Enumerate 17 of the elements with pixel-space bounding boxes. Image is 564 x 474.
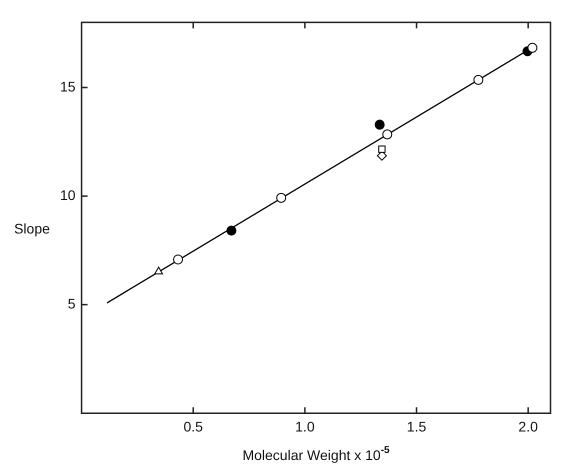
y-tick-label: 15 <box>60 78 76 94</box>
point <box>173 254 184 264</box>
point <box>276 192 286 203</box>
point <box>374 120 385 130</box>
y-tick-label: 10 <box>60 186 76 203</box>
y-axis-title: Slope <box>14 220 50 237</box>
x-tick-label: 2.0 <box>518 418 538 434</box>
point <box>154 266 164 274</box>
point <box>382 129 392 140</box>
point <box>527 42 538 53</box>
x-tick-label: 1.0 <box>295 418 315 434</box>
x-tick-label: 0.5 <box>183 418 204 434</box>
y-tick-label: 5 <box>68 296 76 312</box>
point <box>473 74 484 85</box>
point <box>226 226 236 236</box>
x-tick-label: 1.5 <box>406 418 426 434</box>
point <box>378 146 386 153</box>
